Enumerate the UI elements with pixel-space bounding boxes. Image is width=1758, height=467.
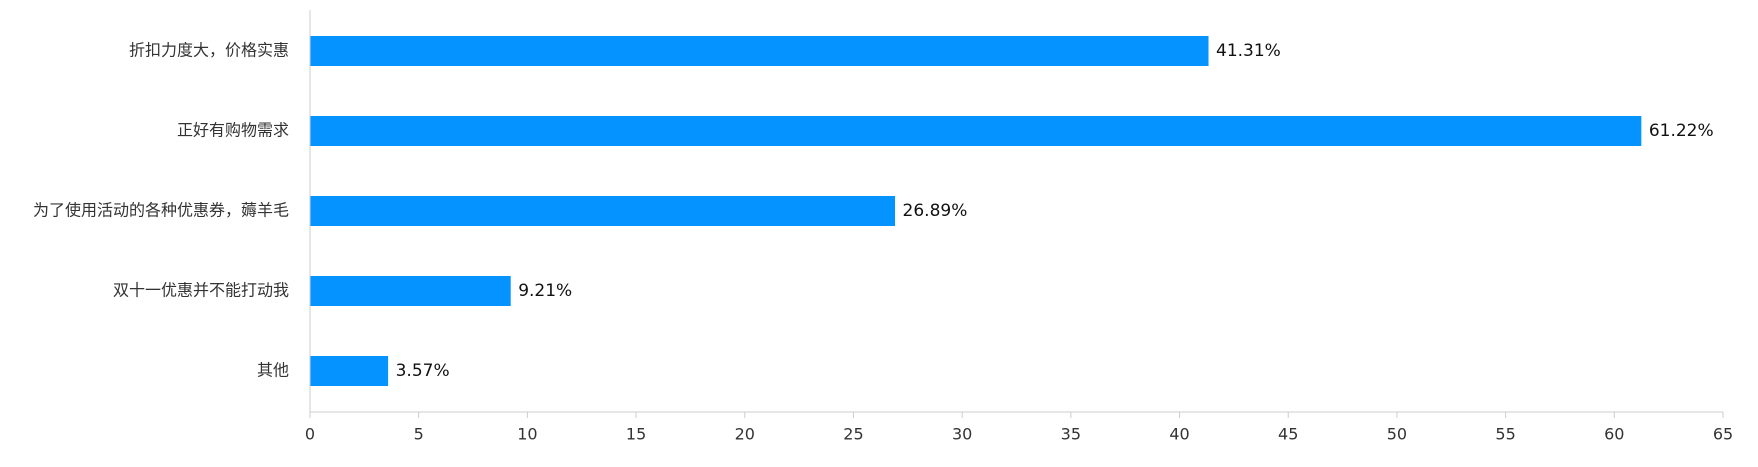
x-tick-label: 65: [1713, 425, 1733, 444]
bar: [310, 356, 389, 386]
value-label: 61.22%: [1649, 121, 1714, 141]
x-tick-label: 25: [843, 425, 863, 444]
category-label: 为了使用活动的各种优惠券，薅羊毛: [33, 201, 289, 220]
category-label: 双十一优惠并不能打动我: [113, 281, 289, 300]
x-tick-label: 55: [1495, 425, 1515, 444]
value-label: 26.89%: [903, 201, 968, 221]
x-tick-label: 35: [1061, 425, 1081, 444]
category-label: 其他: [257, 361, 289, 380]
x-tick-label: 30: [952, 425, 972, 444]
x-tick-label: 50: [1387, 425, 1407, 444]
value-label: 9.21%: [518, 281, 572, 301]
x-tick-label: 0: [305, 425, 315, 444]
bars-group: 折扣力度大，价格实惠 41.31% 正好有购物需求 61.22% 为了使用活动的各种优惠…: [33, 36, 1714, 386]
x-tick-label: 15: [626, 425, 646, 444]
x-tick-label: 60: [1604, 425, 1624, 444]
bar: [310, 116, 1642, 146]
bar: [310, 196, 896, 226]
x-tick-label: 40: [1169, 425, 1189, 444]
x-axis: 0 5 10 15 20 25 30 35 40 45 50 55 60 65: [305, 412, 1733, 444]
x-tick-label: 45: [1278, 425, 1298, 444]
value-label: 41.31%: [1216, 41, 1281, 61]
bar: [310, 276, 511, 306]
category-label: 正好有购物需求: [177, 121, 289, 140]
x-tick-label: 20: [735, 425, 755, 444]
bar: [310, 36, 1209, 66]
x-tick-label: 5: [414, 425, 424, 444]
category-label: 折扣力度大，价格实惠: [129, 41, 289, 60]
x-tick-label: 10: [517, 425, 537, 444]
value-label: 3.57%: [396, 361, 450, 381]
